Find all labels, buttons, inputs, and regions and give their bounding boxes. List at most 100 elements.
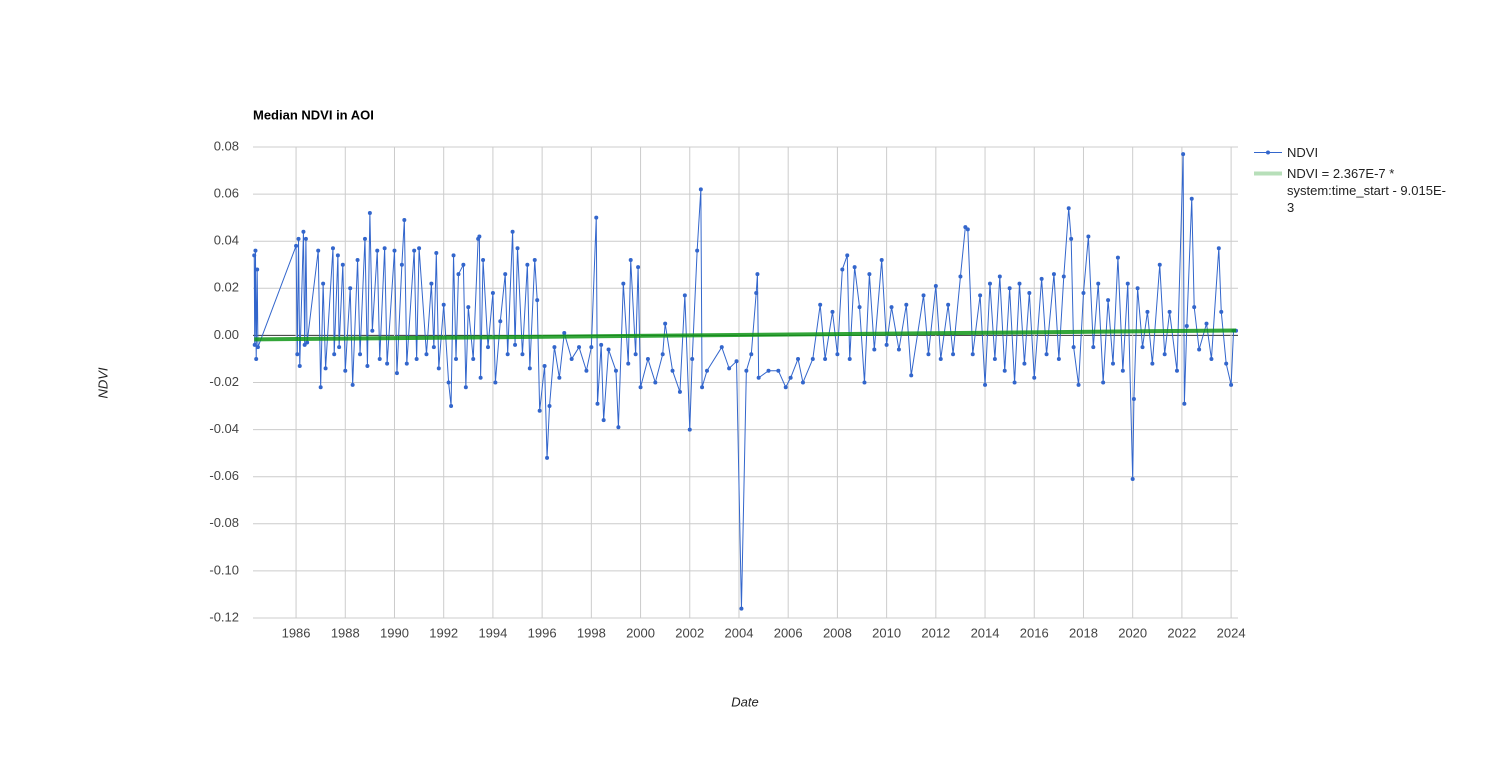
x-tick-label: 1998 (577, 625, 606, 640)
data-point (399, 262, 404, 267)
data-point (348, 286, 353, 291)
data-point (1130, 477, 1135, 482)
data-point (1219, 309, 1224, 314)
x-tick-label: 2010 (872, 625, 901, 640)
legend-label: NDVI = 2.367E-7 * system:time_start - 9.… (1287, 166, 1446, 215)
data-point (946, 302, 951, 307)
data-point (434, 250, 439, 255)
data-point (255, 345, 260, 350)
data-point (431, 345, 436, 350)
data-point (362, 236, 367, 241)
x-tick-label: 2000 (626, 625, 655, 640)
data-point (454, 356, 459, 361)
data-point (606, 347, 611, 352)
data-point (355, 258, 360, 263)
data-point (633, 352, 638, 357)
data-point (303, 236, 308, 241)
data-point (515, 246, 520, 251)
y-axis-title: NDVI (95, 367, 110, 398)
data-point (951, 352, 956, 357)
data-point (490, 291, 495, 296)
data-point (884, 342, 889, 347)
data-point (992, 356, 997, 361)
data-point (1145, 309, 1150, 314)
legend-label: NDVI (1287, 145, 1319, 160)
trend-line (254, 328, 1237, 342)
data-point (404, 361, 409, 366)
y-tick-label: 0.00 (214, 327, 239, 342)
data-point (451, 253, 456, 258)
data-point (719, 345, 724, 350)
data-point (1162, 352, 1167, 357)
data-point (1174, 368, 1179, 373)
x-tick-label: 1996 (528, 625, 557, 640)
data-point (896, 347, 901, 352)
data-point (417, 246, 422, 251)
data-point (796, 356, 801, 361)
data-point (498, 319, 503, 324)
data-point (1017, 281, 1022, 286)
data-point (253, 248, 258, 253)
data-point (1135, 286, 1140, 291)
data-point (382, 246, 387, 251)
x-tick-label: 2016 (1020, 625, 1049, 640)
data-point (337, 345, 342, 350)
data-point (1216, 246, 1221, 251)
data-point (503, 272, 508, 277)
data-point (254, 356, 259, 361)
data-point (1120, 368, 1125, 373)
data-point (1224, 361, 1229, 366)
data-point (370, 328, 375, 333)
data-point (1197, 347, 1202, 352)
y-tick-label: -0.04 (209, 421, 239, 436)
data-point (335, 253, 340, 258)
data-point (343, 368, 348, 373)
data-point (424, 352, 429, 357)
data-point (1150, 361, 1155, 366)
data-point (1081, 291, 1086, 296)
x-tick-label: 1992 (429, 625, 458, 640)
data-point (595, 401, 600, 406)
data-point (402, 218, 407, 223)
data-point (505, 352, 510, 357)
y-tick-label: -0.02 (209, 374, 239, 389)
legend-icon (1254, 150, 1282, 155)
data-point (734, 359, 739, 364)
data-point (466, 305, 471, 310)
x-tick-label: 1988 (331, 625, 360, 640)
legend-item: NDVI = 2.367E-7 * system:time_start - 9.… (1254, 165, 1450, 216)
data-point (436, 366, 441, 371)
data-point (987, 281, 992, 286)
data-line (253, 153, 1237, 610)
x-tick-label: 2004 (725, 625, 754, 640)
legend-item: NDVI (1254, 144, 1450, 161)
data-point (481, 258, 486, 263)
data-point (1061, 274, 1066, 279)
data-point (1157, 262, 1162, 267)
data-point (456, 272, 461, 277)
data-point (367, 210, 372, 215)
data-point (1056, 356, 1061, 361)
data-point (569, 356, 574, 361)
data-point (471, 356, 476, 361)
data-point (1096, 281, 1101, 286)
data-point (621, 281, 626, 286)
data-point (744, 368, 749, 373)
data-point (295, 352, 300, 357)
data-point (1069, 236, 1074, 241)
data-point (375, 248, 380, 253)
x-tick-label: 1990 (380, 625, 409, 640)
x-axis-title: Date (731, 694, 758, 709)
data-point (756, 375, 761, 380)
data-point (1181, 152, 1186, 157)
y-tick-label: 0.08 (214, 138, 239, 153)
data-point (938, 356, 943, 361)
x-tick-label: 2014 (971, 625, 1000, 640)
data-point (636, 265, 641, 270)
data-point (493, 380, 498, 385)
data-point (695, 248, 700, 253)
data-point (766, 368, 771, 373)
data-point (1131, 396, 1136, 401)
